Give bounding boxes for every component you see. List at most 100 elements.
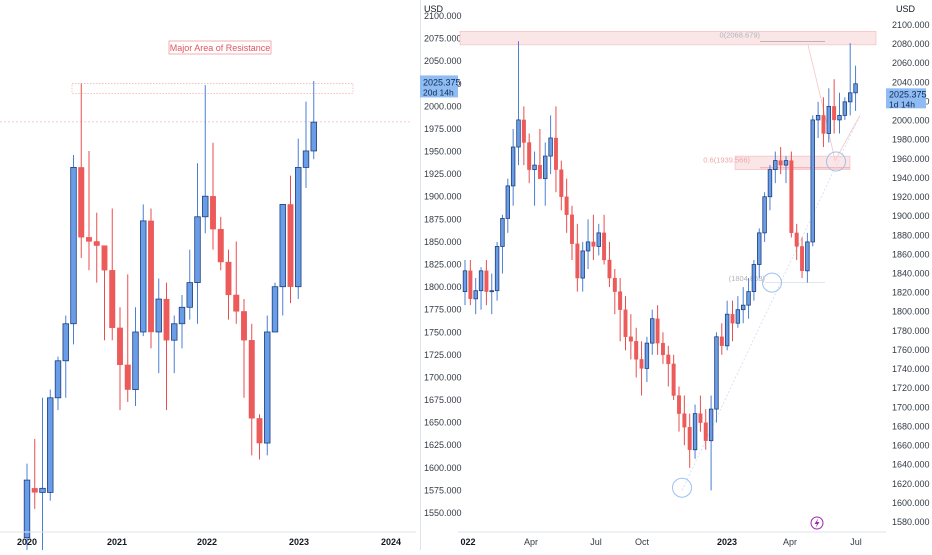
monthly-candle-21 — [186, 282, 193, 308]
left-axis-tick-5: 1975.000 — [424, 124, 462, 134]
weekly-chart[interactable]: 2100.0002075.0002050.0002025.0002000.000… — [420, 0, 932, 550]
weekly-candle-36 — [655, 318, 660, 344]
weekly-candle-41 — [682, 413, 687, 428]
right-axis-tick-26: 1580.000 — [892, 517, 930, 527]
right-axis-tick-1: 2080.000 — [892, 39, 930, 49]
left-axis-tick-1: 2075.000 — [424, 34, 462, 44]
right-axis-tick-10: 1900.000 — [892, 211, 930, 221]
left-axis-tick-21: 1575.000 — [424, 485, 462, 495]
monthly-candle-32 — [271, 286, 279, 333]
weekly-candle-13 — [532, 164, 537, 171]
weekly-candle-55 — [757, 232, 762, 265]
monthly-candle-11 — [109, 270, 116, 329]
right-axis-tick-20: 1700.000 — [892, 402, 930, 412]
weekly-candle-18 — [559, 169, 564, 197]
weekly-candle-43 — [692, 413, 698, 451]
flash-icon — [814, 518, 820, 528]
right-axis-tick-19: 1720.000 — [892, 383, 930, 393]
monthly-candle-37 — [310, 121, 317, 152]
weekly-candle-40 — [677, 395, 681, 414]
right-axis-tick-14: 1820.000 — [892, 288, 930, 298]
monthly-candle-7 — [78, 167, 85, 238]
right-axis-currency: USD — [896, 4, 916, 14]
weekly-candle-35 — [650, 318, 655, 344]
weekly-candle-59 — [778, 160, 783, 166]
right-axis-tick-6: 1980.000 — [892, 135, 930, 145]
monthly-candle-18 — [163, 298, 170, 341]
monthly-candle-3 — [47, 397, 54, 493]
monthly-candle-29 — [248, 340, 255, 419]
weekly-candle-37 — [660, 342, 665, 356]
monthly-candle-26 — [225, 261, 232, 296]
resistance-label-box — [168, 40, 272, 55]
left-axis-currency: USD — [424, 4, 444, 14]
left-axis-tick-10: 1850.000 — [424, 237, 462, 247]
monthly-candle-1 — [31, 488, 38, 493]
monthly-chart-pane[interactable]: Major Area of Resistance 2020 2021 2022 2023… — [0, 0, 420, 555]
weekly-candle-9 — [510, 146, 516, 187]
weekly-candle-33 — [639, 359, 644, 369]
weekly-candle-47 — [714, 336, 719, 410]
weekly-candle-26 — [602, 232, 607, 261]
weekly-x-tick-4: 2023 — [717, 537, 737, 547]
monthly-candle-34 — [287, 204, 294, 287]
weekly-candle-38 — [666, 354, 671, 365]
weekly-candle-52 — [740, 304, 746, 311]
weekly-candle-71 — [842, 101, 848, 116]
weekly-candle-56 — [762, 196, 767, 234]
weekly-candle-49 — [724, 313, 730, 347]
weekly-candle-60 — [783, 160, 789, 166]
left-price-tag-countdown: 20d 14h — [423, 87, 454, 97]
weekly-candle-10 — [516, 119, 521, 148]
circle-low — [672, 477, 692, 498]
right-axis-tick-12: 1860.000 — [892, 249, 930, 259]
weekly-candle-15 — [543, 155, 548, 180]
monthly-candle-16 — [148, 220, 154, 333]
weekly-candle-0 — [462, 270, 468, 293]
left-axis-tick-20: 1600.000 — [424, 463, 462, 473]
left-axis-tick-2: 2050.000 — [424, 56, 462, 66]
weekly-candle-39 — [671, 363, 676, 396]
left-axis-tick-7: 1925.000 — [424, 169, 462, 179]
weekly-candle-3 — [478, 270, 484, 292]
right-axis-tick-5: 2000.000 — [892, 116, 930, 126]
monthly-candle-19 — [171, 323, 178, 341]
weekly-candle-66 — [815, 115, 821, 121]
right-axis-tick-24: 1620.000 — [892, 479, 930, 489]
weekly-x-tick-2: Jul — [590, 537, 602, 547]
right-axis-tick-15: 1800.000 — [892, 307, 930, 317]
weekly-candle-44 — [698, 413, 703, 423]
monthly-candle-17 — [155, 298, 162, 333]
monthly-candle-31 — [264, 331, 271, 444]
right-axis-tick-17: 1760.000 — [892, 345, 930, 355]
monthly-chart[interactable]: Major Area of Resistance 2020 2021 2022 2023… — [0, 0, 420, 555]
left-axis-tick-14: 1750.000 — [424, 327, 462, 337]
weekly-chart-pane[interactable]: 2100.0002075.0002050.0002025.0002000.000… — [420, 0, 932, 550]
weekly-candle-23 — [585, 241, 591, 252]
left-axis-tick-18: 1650.000 — [424, 418, 462, 428]
weekly-candle-51 — [735, 309, 741, 324]
left-price-tag — [420, 75, 458, 98]
weekly-candle-22 — [580, 250, 585, 279]
left-axis-tick-15: 1725.000 — [424, 350, 462, 360]
right-axis-tick-7: 1960.000 — [892, 154, 930, 164]
right-axis-tick-0: 2100.000 — [892, 20, 930, 30]
weekly-candle-11 — [521, 119, 526, 143]
monthly-candle-23 — [202, 195, 209, 218]
weekly-candle-31 — [628, 336, 633, 342]
weekly-x-tick-6: Jul — [850, 537, 862, 547]
right-axis-tick-16: 1780.000 — [892, 326, 930, 336]
weekly-candle-19 — [564, 196, 569, 215]
weekly-candle-58 — [773, 160, 778, 171]
weekly-candle-5 — [489, 290, 494, 293]
weekly-candle-21 — [575, 243, 580, 279]
monthly-candle-35 — [295, 166, 302, 288]
weekly-candle-63 — [800, 246, 804, 271]
weekly-x-tick-0: 022 — [460, 537, 475, 547]
monthly-candle-33 — [279, 204, 286, 288]
monthly-x-tick-0: 2020 — [17, 537, 37, 547]
monthly-candle-10 — [101, 245, 108, 271]
weekly-candle-67 — [821, 115, 826, 134]
weekly-candle-16 — [548, 137, 553, 157]
weekly-candle-45 — [703, 422, 708, 441]
